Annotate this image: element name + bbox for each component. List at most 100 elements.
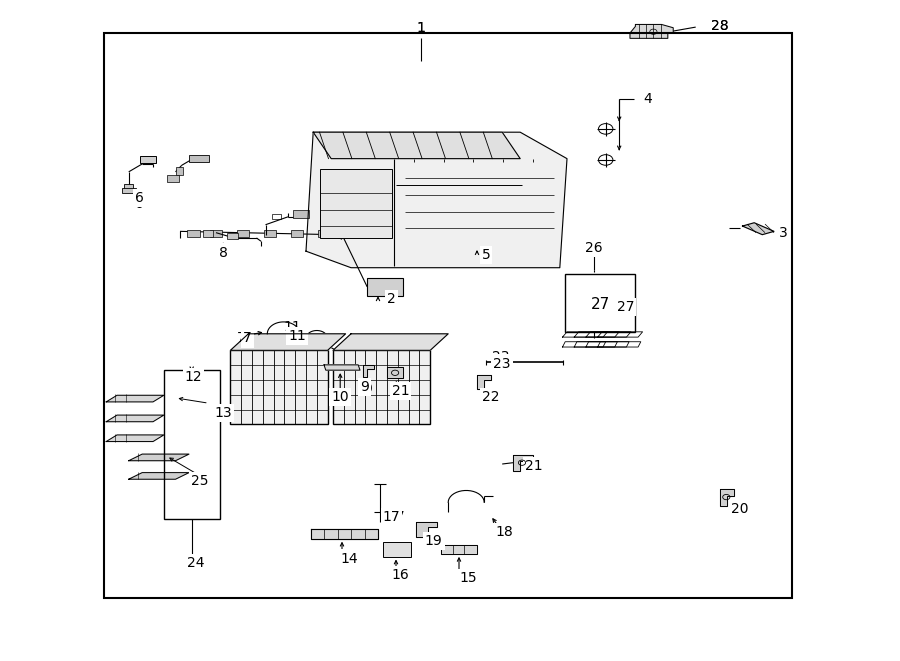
Polygon shape xyxy=(720,489,733,506)
Text: 8: 8 xyxy=(219,251,228,265)
Text: 16: 16 xyxy=(392,568,410,582)
Polygon shape xyxy=(129,454,189,461)
Text: 18: 18 xyxy=(497,527,515,541)
Polygon shape xyxy=(416,522,436,537)
Bar xyxy=(291,230,303,237)
Bar xyxy=(318,230,330,237)
Polygon shape xyxy=(310,529,378,539)
Text: 12: 12 xyxy=(184,369,202,384)
Text: 15: 15 xyxy=(459,571,477,586)
Text: 27: 27 xyxy=(590,297,610,311)
Bar xyxy=(140,156,156,163)
Text: 3: 3 xyxy=(778,225,788,240)
Text: 20: 20 xyxy=(731,502,749,516)
Text: 8: 8 xyxy=(219,245,228,260)
Text: 18: 18 xyxy=(495,525,513,539)
Text: 24: 24 xyxy=(186,556,206,570)
Text: 16: 16 xyxy=(392,572,410,586)
Text: 1: 1 xyxy=(417,21,426,36)
Text: 28: 28 xyxy=(711,19,729,34)
Bar xyxy=(237,230,249,237)
Bar xyxy=(333,350,430,424)
Text: 1: 1 xyxy=(417,21,426,36)
Text: 5: 5 xyxy=(482,253,490,268)
Bar xyxy=(189,155,209,162)
Bar xyxy=(122,188,136,193)
Text: 14: 14 xyxy=(338,556,356,570)
Bar xyxy=(272,214,281,219)
Text: 22: 22 xyxy=(482,389,500,404)
Bar xyxy=(320,169,392,238)
Text: 9: 9 xyxy=(363,381,372,396)
Text: 26: 26 xyxy=(585,241,603,255)
Text: 21: 21 xyxy=(525,459,543,473)
Text: 13: 13 xyxy=(213,406,233,420)
Text: 21: 21 xyxy=(525,459,543,473)
Text: 21: 21 xyxy=(392,386,410,401)
Polygon shape xyxy=(230,334,346,350)
Text: 19: 19 xyxy=(425,533,443,548)
Polygon shape xyxy=(477,375,490,389)
Text: 9: 9 xyxy=(360,379,369,394)
Text: 2: 2 xyxy=(387,297,396,311)
Bar xyxy=(227,233,238,239)
Bar xyxy=(382,542,411,557)
Polygon shape xyxy=(513,455,533,471)
Text: 21: 21 xyxy=(392,384,410,399)
Text: 22: 22 xyxy=(484,389,502,404)
Polygon shape xyxy=(106,435,164,442)
Text: 10: 10 xyxy=(331,389,349,404)
Text: 23: 23 xyxy=(491,350,509,364)
Text: 12: 12 xyxy=(184,369,202,384)
Text: 25: 25 xyxy=(191,474,209,488)
Bar xyxy=(565,274,635,332)
Text: 5: 5 xyxy=(482,248,490,262)
Polygon shape xyxy=(129,473,189,479)
Bar xyxy=(124,184,133,189)
Polygon shape xyxy=(324,365,360,370)
Bar xyxy=(164,370,220,519)
Bar xyxy=(104,33,792,598)
Text: 17: 17 xyxy=(387,510,405,524)
Text: 26: 26 xyxy=(585,241,603,255)
Text: 7: 7 xyxy=(237,331,246,346)
Text: 14: 14 xyxy=(340,551,358,566)
Text: 19: 19 xyxy=(427,536,445,551)
Polygon shape xyxy=(363,365,374,377)
Polygon shape xyxy=(106,415,164,422)
Text: 17: 17 xyxy=(382,510,400,524)
Text: 4: 4 xyxy=(644,92,652,106)
Polygon shape xyxy=(441,545,477,554)
Polygon shape xyxy=(742,223,774,235)
Polygon shape xyxy=(306,132,567,268)
Bar xyxy=(202,230,213,237)
Bar xyxy=(210,230,222,237)
Text: 6: 6 xyxy=(135,196,144,211)
Bar xyxy=(166,175,179,182)
Text: 23: 23 xyxy=(493,356,511,371)
Polygon shape xyxy=(630,24,673,38)
Text: 20: 20 xyxy=(731,502,749,516)
Bar xyxy=(230,350,328,424)
Polygon shape xyxy=(387,367,403,378)
Text: 27: 27 xyxy=(616,300,634,315)
Text: 7: 7 xyxy=(243,331,252,346)
Bar xyxy=(176,167,183,175)
Text: 15: 15 xyxy=(459,574,477,589)
Bar xyxy=(367,278,403,296)
Text: 28: 28 xyxy=(711,19,729,34)
Bar xyxy=(292,210,309,218)
Text: 2: 2 xyxy=(387,292,396,306)
Text: 3: 3 xyxy=(778,224,788,239)
Text: 13: 13 xyxy=(214,406,232,420)
Text: 10: 10 xyxy=(331,391,349,405)
Text: 24: 24 xyxy=(187,556,205,570)
Polygon shape xyxy=(313,132,520,159)
Polygon shape xyxy=(106,395,164,402)
Text: 4: 4 xyxy=(644,92,652,106)
Text: 11: 11 xyxy=(288,329,306,343)
Polygon shape xyxy=(333,334,448,350)
Text: 6: 6 xyxy=(135,191,144,206)
Bar xyxy=(264,230,276,237)
Text: 25: 25 xyxy=(190,474,210,488)
